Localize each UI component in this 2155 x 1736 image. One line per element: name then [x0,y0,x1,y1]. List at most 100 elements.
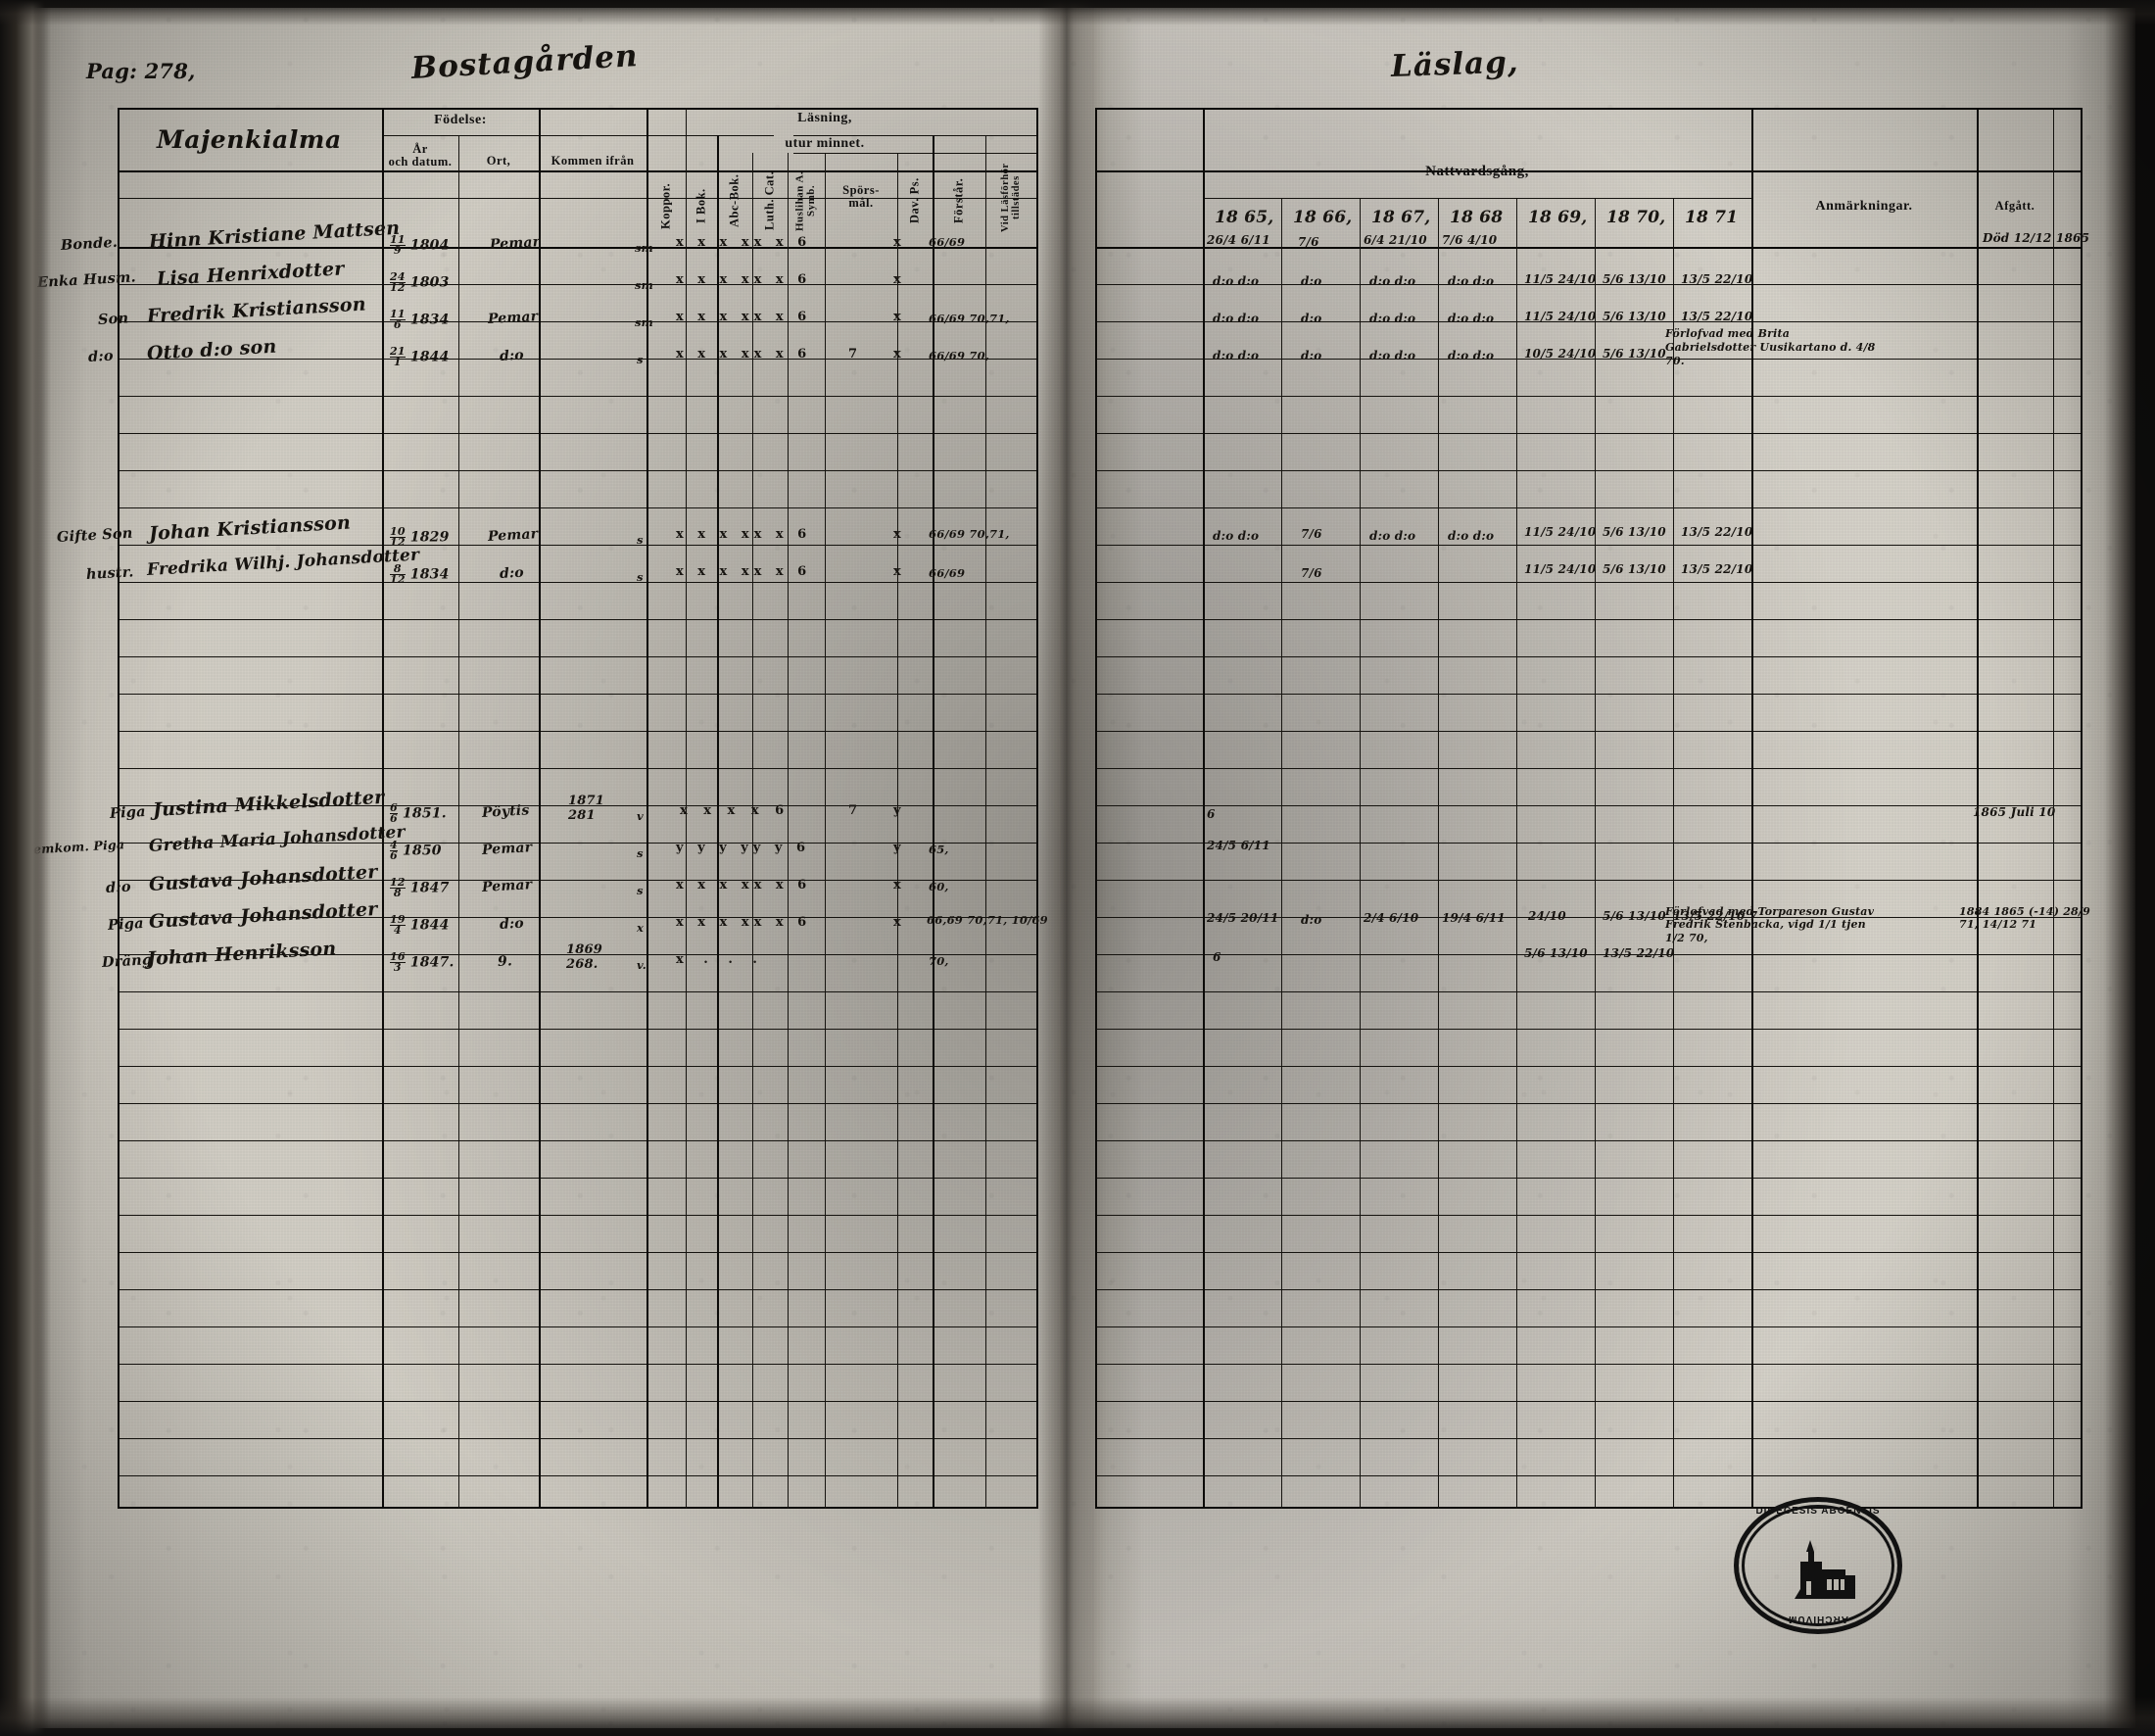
left-page-edge [0,0,45,1736]
communion-cell: 2/4 6/10 [1364,911,1419,925]
communion-cell: 7/6 [1298,235,1319,249]
communion-cell: d:o d:o [1448,274,1495,288]
year-cell: 18 65, [1215,208,1274,227]
year-cell: 18 68 [1450,208,1504,227]
row-marks: x x x xx x 6 [676,878,812,892]
communion-cell: 5/6 13/10 [1524,946,1588,960]
communion-cell: 10/5 24/10 [1524,347,1597,361]
row-koppor: v. [637,958,646,972]
row-lasforhor: 66/69 [929,566,966,580]
communion-cell: d:o d:o [1213,312,1260,325]
row-koppor: x [637,921,645,935]
communion-cell: 24/10 [1528,909,1566,923]
anmarkning-cell: Förlofvad med Torpareson Gustav Fredrik … [1665,905,1875,944]
communion-cell: 5/6 13/10 [1603,347,1666,361]
row-marks: x x x x 6 [680,803,790,818]
communion-cell: 11/5 24/10 [1524,272,1597,286]
afgatt-cell: 1884 1865 (-14) 28/9 71, 14/12 71 [1959,905,2090,932]
row-birthplace: Pemar [489,234,541,253]
bottom-edge [0,1697,2155,1736]
row-koppor: s [637,884,644,897]
communion-cell: 5/6 13/10 [1603,525,1666,539]
row-lasforhor: 66/69 70, [929,349,990,362]
row-birthplace: d:o [499,915,525,933]
communion-cell: 5/6 13/10 [1603,562,1666,576]
page-number: Pag: 278, [86,59,196,83]
row-relation: Bonde. [60,233,119,254]
communion-cell: d:o d:o [1369,274,1416,288]
row-lasforhor: 60, [929,880,949,893]
communion-cell: 13/5 22/10 7 [1673,909,1758,923]
row-vid: x [893,564,901,579]
communion-cell: d:o d:o [1448,529,1495,543]
row-marks: x . . . [676,952,765,967]
header-anmarkningar: Anmärkningar. [1815,199,1913,214]
right-page-title: Läslag, [1390,44,1520,84]
year-cell: 18 70, [1606,208,1666,227]
communion-cell: 13/5 22/10 [1603,946,1675,960]
row-birth: 11 9 1804 [390,233,450,258]
header-lasning: Läsning, [797,111,852,125]
afgatt-cell: Död 12/12 1865 [1983,231,2090,245]
communion-cell: 13/5 22/10 [1681,525,1753,539]
communion-cell: d:o d:o [1448,312,1495,325]
row-koppor: sm [635,241,654,255]
row-birth: 12 8 1847 [390,876,450,900]
header-vid-lasforhor: Vid Läsförhör tillstädes [999,163,1022,233]
row-relation: Dräng [101,951,153,971]
communion-cell: d:o [1301,913,1322,927]
row-vid: x [893,347,901,362]
header-afgatt: Afgått. [1994,199,2035,213]
row-marks: x x x xx x 6 [676,347,812,362]
communion-cell: 6 [1213,950,1221,964]
row-relation: d:o [87,347,115,365]
header-ar-och-datum: År och datum. [388,142,453,169]
row-marks: x x x xx x 6 [676,310,812,324]
row-relation: Son [97,310,129,328]
row-birthplace: d:o [499,564,525,582]
communion-cell: 24/5 6/11 [1207,839,1270,852]
stamp-top-text: DIOECESIS ABOENSIS [1755,1506,1881,1517]
row-birth: 10 12 1829 [390,525,450,550]
communion-cell: 11/5 24/10 [1524,310,1597,323]
row-marks: x x x xx x 6 [676,527,812,542]
communion-cell: 5/6 13/10 [1603,909,1666,923]
row-vid: y [893,803,901,818]
row-koppor: sm [635,315,654,329]
row-marks: x x x xx x 6 [676,235,812,250]
header-utur-minnet: utur minnet. [785,136,865,151]
communion-cell: 13/5 22/10 [1681,272,1753,286]
row-lasforhor: 66/69 [929,235,966,249]
church-icon [1795,1539,1855,1599]
header-i-bok: I Bok. [694,188,708,223]
row-birthplace: Pemar [481,877,533,895]
communion-cell: 5/6 13/10 [1603,310,1666,323]
row-vid: x [893,235,901,250]
household-name: Majenkialma [157,125,342,154]
row-vid: x [893,527,901,542]
communion-cell: 7/6 [1301,566,1322,580]
communion-cell: 26/4 6/11 [1207,233,1270,247]
row-birthplace: d:o [499,347,525,364]
communion-cell: 19/4 6/11 [1442,911,1506,925]
row-lasforhor: 66/69 70,71, [929,312,1010,325]
row-forstar: 7 [848,803,858,818]
row-koppor: s [637,570,644,584]
communion-cell: d:o d:o [1213,349,1260,362]
communion-cell: d:o d:o [1369,529,1416,543]
communion-cell: 7/6 [1301,527,1322,541]
header-koppor: Koppor. [658,182,673,229]
archive-stamp: DIOECESIS ABOENSIS ARCHIVUM [1734,1497,1902,1634]
row-koppor: s [637,846,644,860]
afgatt-cell: 1865 Juli 10 [1973,805,2056,819]
row-kommen-ifran: 1871 281 [568,794,604,823]
row-birthplace: Pemar [487,526,539,545]
row-birthplace: Pöytis [481,802,530,821]
row-koppor: s [637,533,644,547]
header-ort: Ort, [486,154,511,168]
top-edge [0,0,2155,25]
header-nattvardsgang: Nattvardsgång, [1425,164,1529,179]
row-relation: Piga [109,802,147,822]
